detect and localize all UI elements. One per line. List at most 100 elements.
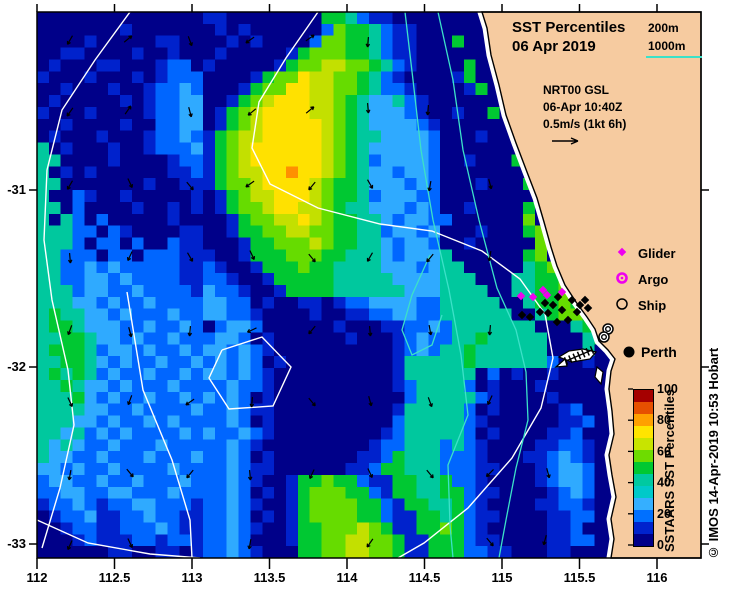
obs-diamond-marker bbox=[563, 315, 573, 325]
obs-diamond-marker bbox=[583, 303, 593, 313]
obs-diamond-marker bbox=[517, 310, 527, 320]
x-tick-label: 115.5 bbox=[564, 570, 596, 585]
gsl-datetime-label: 06-Apr 10:40Z bbox=[543, 100, 623, 114]
current-arrow bbox=[247, 538, 252, 550]
vessel-track-tick bbox=[576, 351, 582, 360]
colorbar-band bbox=[634, 534, 653, 546]
plot-frame bbox=[36, 11, 702, 559]
depth-contour-0 bbox=[404, 11, 469, 559]
vessel-bow bbox=[554, 357, 568, 368]
current-arrow bbox=[66, 540, 73, 551]
obs-diamond-marker bbox=[553, 292, 563, 302]
obs-diamond-marker bbox=[525, 312, 535, 322]
y-tick-label: -32 bbox=[7, 359, 26, 374]
current-arrow bbox=[425, 104, 431, 116]
current-arrow bbox=[127, 538, 134, 549]
colorbar-tick-label: 60 bbox=[657, 444, 671, 458]
ship-marker-inner bbox=[601, 334, 608, 341]
gsl-product-label: NRT00 GSL bbox=[543, 83, 610, 97]
scale-arrow-icon bbox=[552, 137, 579, 145]
colorbar-tick-label: 20 bbox=[657, 507, 671, 521]
colorbar-tick-label: 80 bbox=[657, 413, 671, 427]
obs-diamond-marker bbox=[575, 300, 585, 310]
colorbar-band bbox=[634, 426, 653, 438]
current-arrow bbox=[67, 469, 72, 481]
current-arrow bbox=[546, 468, 551, 479]
current-arrow bbox=[485, 469, 494, 478]
current-arrow bbox=[126, 251, 133, 262]
current-arrow bbox=[186, 181, 194, 191]
depth-200m-label: 200m bbox=[648, 21, 679, 35]
current-arrow bbox=[66, 180, 74, 190]
current-arrow bbox=[366, 538, 374, 548]
current-arrow bbox=[127, 395, 133, 406]
legend-ship-icon bbox=[616, 298, 628, 310]
obs-diamond-marker bbox=[552, 317, 562, 327]
colorbar-band bbox=[634, 510, 653, 522]
current-arrow bbox=[308, 397, 316, 407]
glider-marker bbox=[528, 292, 538, 302]
y-tick-label: -31 bbox=[7, 182, 26, 197]
colorbar-title: SSTAARS SST Percentiles bbox=[662, 388, 677, 552]
obs-diamond-marker bbox=[580, 295, 590, 305]
x-tick-label: 113 bbox=[182, 570, 203, 585]
obs-diamond-marker bbox=[535, 307, 545, 317]
vessel-track-tick bbox=[568, 355, 573, 364]
gsl-contour-0 bbox=[41, 11, 131, 549]
vessel-track-tick bbox=[589, 346, 595, 354]
obs-diamond-marker bbox=[548, 300, 558, 310]
current-arrow bbox=[126, 468, 134, 478]
current-arrow bbox=[305, 106, 315, 114]
current-arrow bbox=[67, 252, 73, 264]
legend-argo-icon bbox=[616, 272, 628, 284]
colorbar-band bbox=[634, 402, 653, 414]
current-arrow bbox=[487, 324, 493, 336]
current-arrow bbox=[249, 250, 256, 261]
map-title-line2: 06 Apr 2019 bbox=[512, 38, 596, 55]
colorbar-tick-label: 40 bbox=[657, 476, 671, 490]
perth-dot bbox=[623, 346, 635, 358]
current-arrow bbox=[128, 327, 133, 338]
x-tick-label: 113.5 bbox=[254, 570, 286, 585]
obs-diamond-marker bbox=[567, 295, 577, 305]
gsl-contour-1 bbox=[126, 291, 193, 559]
obs-diamond-marker bbox=[572, 307, 582, 317]
vessel-track-tick bbox=[581, 349, 586, 358]
colorbar-band bbox=[634, 498, 653, 510]
gsl-contour-2 bbox=[251, 11, 554, 559]
current-arrow bbox=[308, 325, 316, 335]
current-arrow bbox=[308, 181, 316, 191]
current-arrow bbox=[247, 469, 253, 481]
colorbar-band bbox=[634, 414, 653, 426]
current-arrow bbox=[66, 35, 74, 45]
gsl-contour-3 bbox=[208, 336, 292, 410]
x-tick-label: 112.5 bbox=[99, 570, 131, 585]
current-arrow bbox=[486, 395, 493, 406]
current-arrow bbox=[308, 469, 315, 480]
current-arrow bbox=[66, 107, 74, 117]
depth-contour-2 bbox=[437, 11, 529, 559]
current-arrow bbox=[186, 252, 194, 262]
x-tick-label: 116 bbox=[647, 570, 668, 585]
current-arrow bbox=[366, 179, 374, 189]
map-title: SST Percentiles 06 Apr 2019 bbox=[512, 18, 625, 56]
current-arrow bbox=[488, 179, 493, 190]
current-arrow bbox=[185, 398, 195, 406]
depth-1000m-line-sample bbox=[646, 56, 702, 58]
legend-argo-icon-dot bbox=[620, 276, 624, 280]
obs-diamond-marker bbox=[543, 308, 553, 318]
current-arrow bbox=[247, 108, 257, 116]
current-arrow bbox=[426, 469, 434, 479]
x-tick-label: 115 bbox=[492, 570, 513, 585]
colorbar-band bbox=[634, 522, 653, 534]
glider-marker bbox=[542, 290, 552, 300]
map-title-line1: SST Percentiles bbox=[512, 19, 626, 36]
current-arrow bbox=[246, 327, 257, 334]
glider-marker bbox=[516, 291, 526, 301]
current-arrow bbox=[187, 36, 193, 47]
colorbar-tick-label: 0 bbox=[657, 538, 664, 552]
depth-contour-legend: 200m 1000m bbox=[648, 19, 685, 55]
depth-contour-1 bbox=[401, 254, 443, 356]
current-arrow bbox=[367, 468, 374, 479]
